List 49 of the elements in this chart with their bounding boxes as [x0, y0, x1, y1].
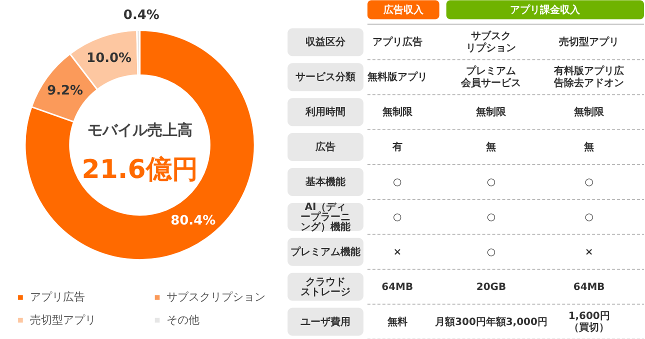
legend-label: サブスクリプション: [166, 290, 266, 304]
text: 20GB: [476, 282, 506, 293]
data-label: 80.4%: [170, 213, 216, 228]
legend-label: その他: [166, 313, 200, 326]
category-label: 売切型アプリ: [559, 37, 620, 48]
legend-label: アプリ広告: [30, 290, 85, 304]
text: アプリ課金収入: [510, 4, 582, 16]
text: プレミアム会員サービス: [461, 66, 522, 90]
text: ○: [486, 212, 496, 223]
text: 広告収入: [382, 4, 424, 16]
text: 64MB: [382, 282, 414, 293]
donut-slice: [24, 29, 256, 261]
text: 無制限: [476, 107, 506, 118]
text: 無料: [387, 316, 408, 328]
text: ○: [393, 176, 402, 188]
category-label: 利用時間: [305, 107, 346, 118]
text: ○: [393, 212, 402, 223]
legend-label: 売切型アプリ: [30, 313, 96, 326]
text: ×: [584, 246, 594, 258]
text: ○: [486, 246, 496, 258]
category-label: アプリ広告: [372, 37, 422, 48]
category-label: 収益区分: [305, 37, 346, 48]
category-label: サービス分類: [295, 72, 356, 84]
text: 無制限: [574, 107, 604, 118]
text: 21.6億円: [82, 154, 198, 185]
text: 1,600円（買切）: [568, 310, 610, 334]
text: 無: [584, 142, 594, 154]
data-label: 10.0%: [86, 50, 132, 66]
category-label: サブスクリプション: [466, 31, 516, 54]
text: 無: [486, 142, 496, 154]
text: 無制限: [382, 107, 412, 118]
text: ○: [584, 176, 594, 188]
text: ×: [393, 246, 402, 258]
category-label: プレミアム機能: [290, 246, 360, 258]
category-label: クラウドストレージ: [300, 276, 350, 298]
category-label: 広告: [315, 142, 336, 154]
text: 無料版アプリ: [367, 72, 428, 84]
category-label: AI（ディープラーニング）機能: [300, 202, 350, 233]
text: 有: [392, 142, 402, 154]
text: 月額300円年額3,000円: [435, 316, 548, 328]
text: ○: [584, 212, 594, 223]
data-label: 0.4%: [123, 8, 160, 24]
category-label: 基本機能: [305, 176, 346, 188]
text: ○: [486, 176, 496, 188]
text: モバイル売上高: [87, 121, 192, 140]
data-label: 9.2%: [47, 84, 84, 99]
category-label: ユーザ費用: [300, 316, 350, 328]
text: 64MB: [573, 282, 605, 293]
text: 有料版アプリ広告除去アドオン: [554, 66, 624, 90]
